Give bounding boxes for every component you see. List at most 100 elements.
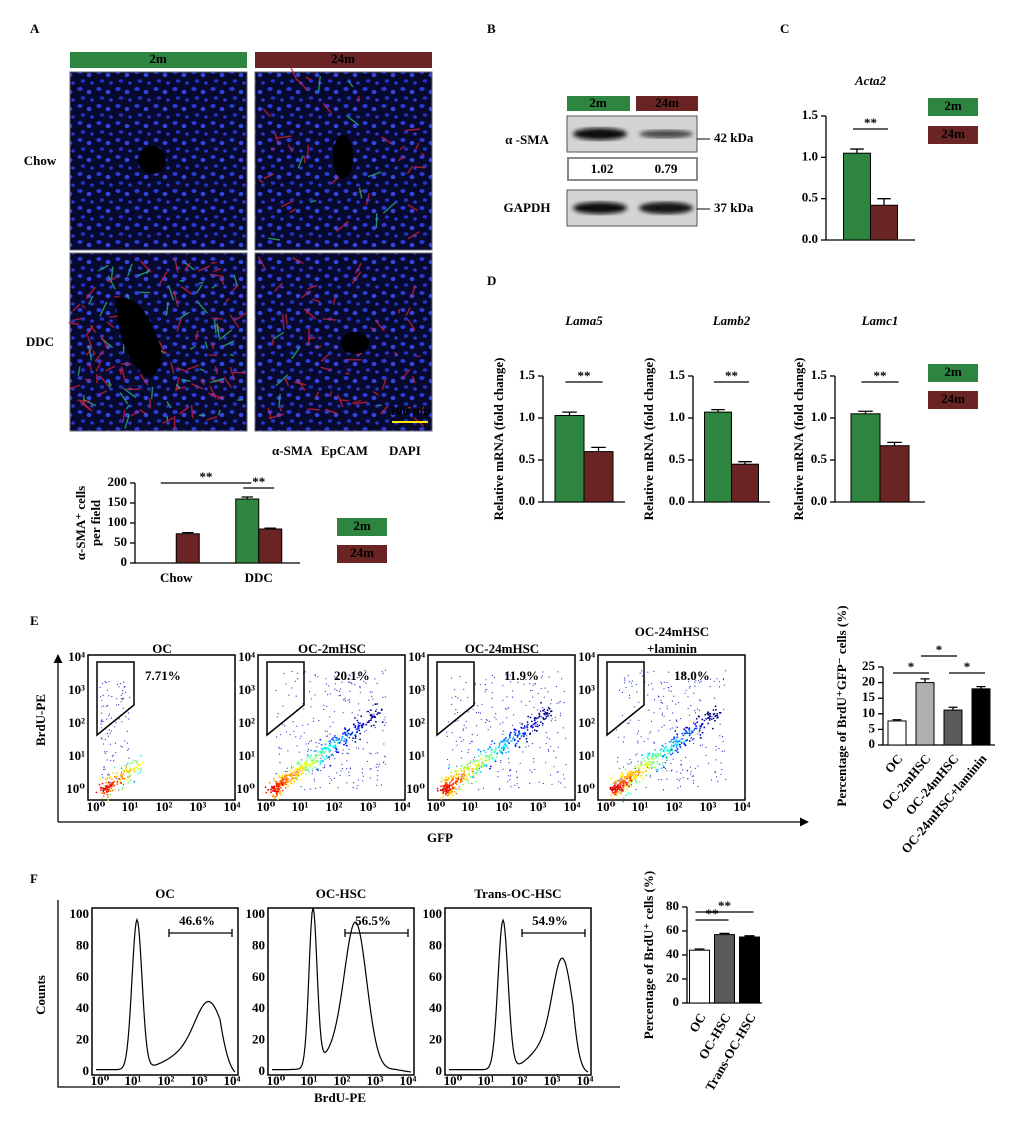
flow-dot — [450, 786, 453, 788]
flow-dot — [459, 779, 462, 782]
histogram-y-tick-label: 80 — [429, 937, 442, 952]
flow-dot — [618, 789, 621, 792]
flow-dot — [511, 724, 514, 726]
histogram-y-tick-label: 80 — [76, 937, 89, 952]
flow-y-tick-label: 10² — [578, 715, 595, 730]
flow-dot — [458, 786, 460, 788]
flow-dot — [354, 734, 357, 736]
flow-dot — [450, 791, 453, 794]
flow-dot — [300, 735, 302, 737]
flow-dot — [620, 778, 623, 780]
flow-dot — [636, 770, 639, 773]
flow-dot — [495, 718, 497, 720]
flow-dot — [654, 766, 656, 769]
x-axis-label: BrdU-PE — [314, 1090, 366, 1105]
flow-dot — [376, 713, 379, 716]
flow-dot — [714, 771, 716, 773]
flow-dot — [455, 740, 457, 742]
flow-dot — [485, 718, 487, 721]
flow-dot — [539, 715, 541, 718]
flow-dot — [528, 745, 530, 747]
flow-dot — [309, 741, 311, 743]
flow-dot — [634, 706, 636, 708]
flow-dot — [133, 780, 136, 783]
flow-dot — [471, 740, 473, 742]
flow-x-tick-label: 10¹ — [632, 799, 649, 814]
flow-dot — [665, 746, 668, 748]
flow-dot — [472, 759, 475, 762]
histogram-x-tick-label: 10⁴ — [224, 1073, 241, 1088]
flow-dot — [684, 692, 686, 694]
flow-dot — [365, 729, 367, 732]
flow-dot — [289, 773, 292, 775]
flow-dot — [291, 777, 293, 780]
flow-dot — [523, 683, 525, 685]
flow-dot — [476, 705, 479, 707]
flow-dot — [314, 754, 316, 757]
flow-dot — [376, 784, 378, 787]
flow-dot — [491, 740, 494, 743]
flow-dot — [118, 777, 120, 780]
flow-dot — [319, 750, 322, 753]
flow-dot — [533, 706, 535, 709]
flow-dot — [681, 732, 684, 735]
flow-dot — [475, 768, 478, 771]
flow-dot — [295, 695, 297, 697]
flow-dot — [655, 768, 657, 770]
flow-dot — [485, 679, 487, 681]
stain-fiber — [159, 271, 168, 285]
flow-dot — [624, 682, 626, 684]
flow-dot — [455, 783, 458, 786]
flow-dot — [542, 724, 544, 727]
flow-dot — [332, 755, 334, 757]
flow-dot — [340, 688, 342, 690]
flow-dot — [127, 748, 130, 750]
flow-dot — [353, 782, 355, 784]
stain-fiber — [119, 392, 129, 405]
flow-dot — [357, 727, 360, 729]
y-tick-label: 1.0 — [811, 409, 827, 424]
flow-dot — [358, 676, 360, 678]
flow-dot — [277, 713, 279, 715]
histogram-y-tick-label: 100 — [246, 906, 266, 921]
flow-dot — [662, 755, 665, 757]
flow-dot — [478, 760, 480, 762]
flow-dot — [679, 745, 682, 748]
flow-dot — [708, 715, 711, 717]
flow-dot — [331, 738, 333, 741]
flow-dot — [328, 750, 330, 752]
flow-dot — [111, 695, 113, 698]
flow-dot — [617, 756, 619, 759]
flow-dot — [495, 746, 497, 749]
flow-dot — [666, 770, 668, 772]
y-tick-label: 0 — [673, 994, 680, 1009]
flow-dot — [485, 688, 487, 691]
column-header — [255, 52, 432, 68]
flow-dot — [673, 736, 676, 739]
stain-fiber — [179, 311, 190, 320]
stain-label: EpCAM — [321, 443, 368, 458]
flow-dot — [328, 775, 330, 777]
stain-fiber — [380, 405, 389, 415]
flow-dot — [627, 781, 630, 784]
y-tick-label: 0.0 — [669, 493, 685, 508]
x-tick-label: Chow — [160, 570, 193, 585]
flow-dot — [621, 781, 623, 784]
flow-dot — [287, 750, 289, 752]
flow-dot — [448, 776, 450, 779]
flow-dot — [109, 790, 111, 792]
flow-dot — [639, 776, 642, 779]
flow-dot — [344, 742, 347, 745]
protein-label: GAPDH — [504, 200, 551, 215]
flow-dot — [628, 784, 630, 787]
flow-dot — [543, 713, 546, 716]
flow-dot — [475, 711, 477, 714]
flow-dot — [487, 748, 489, 751]
flow-dot — [541, 722, 544, 725]
flow-dot — [634, 767, 636, 770]
flow-dot — [557, 732, 559, 734]
stain-fiber — [199, 368, 205, 372]
stain-fiber — [397, 155, 405, 162]
flow-dot — [486, 759, 488, 762]
flow-dot — [704, 713, 707, 716]
